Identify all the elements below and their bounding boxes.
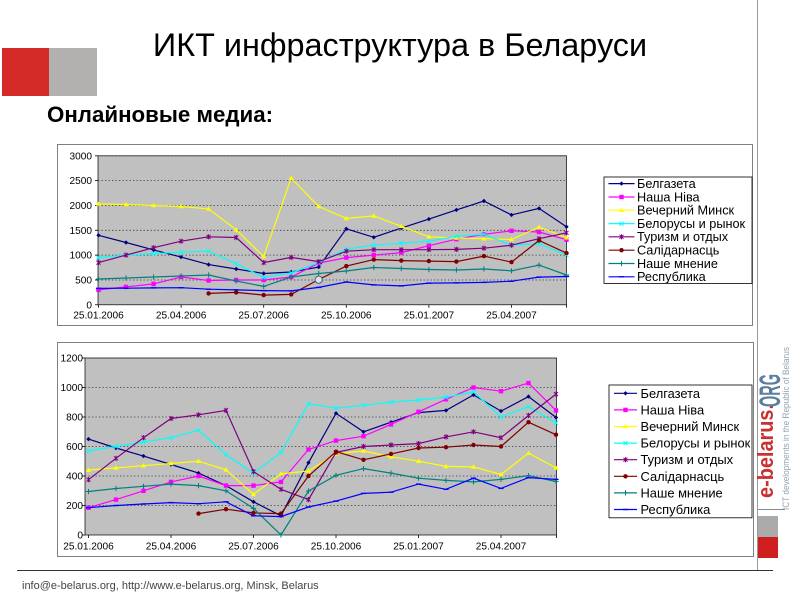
svg-text:2000: 2000 xyxy=(70,201,93,212)
svg-text:25.07.2006: 25.07.2006 xyxy=(238,311,289,322)
svg-text:25.01.2007: 25.01.2007 xyxy=(404,311,455,322)
svg-text:Наше мнение: Наше мнение xyxy=(637,257,718,271)
svg-text:ICT developments in the Republ: ICT developments in the Republic of Bela… xyxy=(781,347,791,510)
svg-text:Республика: Республика xyxy=(641,502,712,517)
svg-text:Республика: Республика xyxy=(637,270,707,284)
svg-text:Белорусы и рынок: Белорусы и рынок xyxy=(637,217,746,231)
svg-text:1000: 1000 xyxy=(70,251,93,262)
svg-text:600: 600 xyxy=(66,442,83,453)
svg-text:Туризм и отдых: Туризм и отдых xyxy=(637,230,729,244)
svg-text:Наша Ніва: Наша Ніва xyxy=(641,402,705,417)
svg-text:Наша Ніва: Наша Ніва xyxy=(637,190,701,204)
svg-text:25.04.2006: 25.04.2006 xyxy=(156,311,207,322)
svg-text:Туризм и отдых: Туризм и отдых xyxy=(641,452,734,467)
svg-text:1200: 1200 xyxy=(61,354,84,365)
svg-text:Белорусы и рынок: Белорусы и рынок xyxy=(641,436,751,451)
svg-text:e-belarus.: e-belarus. xyxy=(753,404,778,498)
svg-text:500: 500 xyxy=(75,276,92,287)
svg-text:25.10.2006: 25.10.2006 xyxy=(311,542,362,553)
svg-text:25.07.2006: 25.07.2006 xyxy=(228,542,279,553)
svg-text:Вечерний Минск: Вечерний Минск xyxy=(641,419,740,434)
svg-text:ORG: ORG xyxy=(754,374,787,407)
svg-text:0: 0 xyxy=(77,531,83,542)
svg-text:800: 800 xyxy=(66,413,83,424)
svg-text:25.04.2007: 25.04.2007 xyxy=(486,311,537,322)
svg-text:25.01.2007: 25.01.2007 xyxy=(393,542,444,553)
svg-text:1500: 1500 xyxy=(70,226,93,237)
svg-text:25.10.2006: 25.10.2006 xyxy=(321,311,372,322)
svg-text:0: 0 xyxy=(86,300,92,311)
svg-text:Вечерний Минск: Вечерний Минск xyxy=(637,204,735,218)
svg-text:Белгазета: Белгазета xyxy=(637,177,697,191)
svg-text:Наше мнение: Наше мнение xyxy=(641,485,723,500)
svg-text:Белгазета: Белгазета xyxy=(641,386,701,401)
svg-text:25.04.2006: 25.04.2006 xyxy=(146,542,197,553)
svg-text:2500: 2500 xyxy=(70,176,93,187)
svg-text:Салідарнасць: Салідарнасць xyxy=(637,244,720,258)
svg-text:1000: 1000 xyxy=(61,383,84,394)
svg-text:25.01.2006: 25.01.2006 xyxy=(73,311,124,322)
svg-text:200: 200 xyxy=(66,501,83,512)
svg-text:Салідарнасць: Салідарнасць xyxy=(641,469,725,484)
svg-text:25.01.2006: 25.01.2006 xyxy=(63,542,114,553)
svg-text:25.04.2007: 25.04.2007 xyxy=(476,542,527,553)
svg-text:3000: 3000 xyxy=(70,151,93,162)
svg-text:400: 400 xyxy=(66,472,83,483)
